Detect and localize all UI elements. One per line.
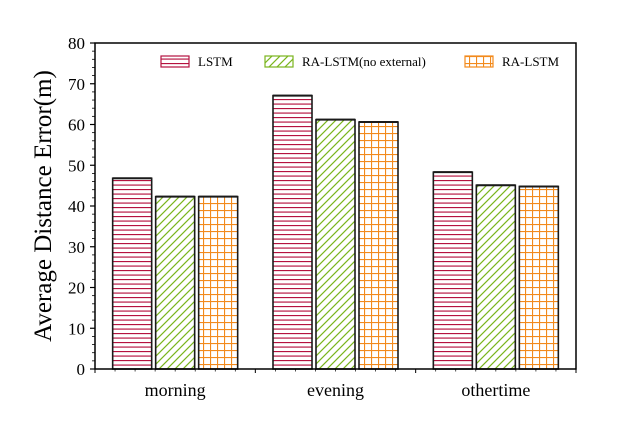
y-tick-label: 0	[77, 360, 86, 379]
legend-label-0: LSTM	[198, 54, 233, 69]
y-axis: 0 10 20 30 40 50 60 70 80	[68, 34, 95, 379]
y-tick-label: 40	[68, 197, 85, 216]
y-tick-label: 10	[68, 319, 85, 338]
bar-ra-lstm-othertime	[518, 185, 560, 370]
bar-lstm-evening	[272, 94, 313, 370]
bar-ra-lstm-no-external--evening	[315, 118, 356, 370]
legend: LSTM RA-LSTM(no external) RA-LSTM	[160, 54, 560, 69]
bars-group	[111, 94, 560, 370]
bar-ra-lstm-no-external--morning	[154, 195, 196, 370]
y-tick-label: 60	[68, 116, 85, 135]
bar-lstm-othertime	[432, 171, 474, 370]
x-tick-label-evening: evening	[307, 380, 364, 400]
x-tick-label-morning: morning	[145, 380, 206, 400]
bar-ra-lstm-morning	[197, 195, 239, 370]
legend-swatch-2	[464, 55, 494, 68]
x-tick-label-othertime: othertime	[461, 380, 530, 400]
y-tick-label: 80	[68, 34, 85, 53]
y-tick-label: 30	[68, 238, 85, 257]
legend-label-1: RA-LSTM(no external)	[302, 54, 426, 69]
bar-ra-lstm-no-external--othertime	[475, 184, 517, 370]
y-tick-label: 70	[68, 75, 85, 94]
legend-label-2: RA-LSTM	[502, 54, 560, 69]
y-tick-label: 20	[68, 279, 85, 298]
bar-lstm-morning	[111, 177, 153, 370]
y-tick-label: 50	[68, 156, 85, 175]
legend-swatch-1	[264, 55, 294, 68]
bar-ra-lstm-evening	[358, 121, 399, 370]
legend-swatch-0	[160, 55, 190, 68]
y-axis-label: Average Distance Error(m)	[30, 70, 57, 342]
x-axis: morning evening othertime	[94, 369, 577, 400]
